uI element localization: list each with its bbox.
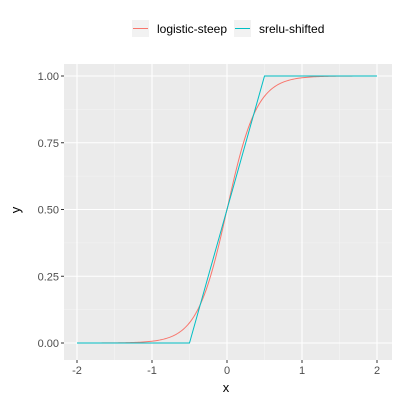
y-tick-label: 0.00 <box>38 338 59 350</box>
series-lines <box>77 75 377 344</box>
x-axis-title: x <box>223 380 230 395</box>
tick-labels: -2 -1 0 1 2 0.00 0.25 0.50 0.75 1.00 <box>38 71 380 377</box>
grid-lines <box>64 64 392 360</box>
legend: logistic-steep srelu-shifted <box>132 20 324 37</box>
x-tick-label: 1 <box>299 365 305 377</box>
legend-label-logistic-steep: logistic-steep <box>157 22 227 36</box>
y-tick-label: 0.25 <box>38 271 59 283</box>
x-tick-label: 0 <box>224 365 230 377</box>
y-axis-title: y <box>8 206 23 213</box>
y-tick-label: 1.00 <box>38 71 59 83</box>
x-tick-label: -1 <box>147 365 157 377</box>
y-tick-label: 0.75 <box>38 138 59 150</box>
tick-marks <box>61 75 378 363</box>
series-line-srelu-shifted <box>77 75 377 344</box>
plot-panel <box>64 64 392 360</box>
legend-label-srelu-shifted: srelu-shifted <box>259 22 324 36</box>
x-tick-label: 2 <box>374 365 380 377</box>
x-tick-label: -2 <box>72 365 82 377</box>
y-tick-label: 0.50 <box>38 205 59 217</box>
